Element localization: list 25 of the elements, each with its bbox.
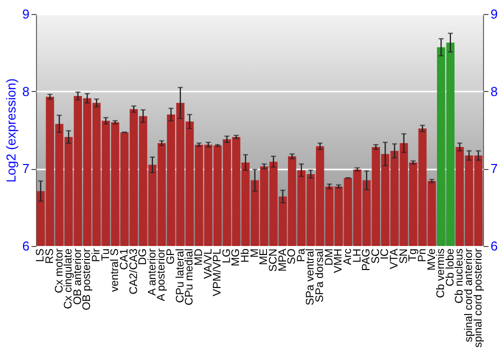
x-tick-label: GP: [165, 248, 178, 264]
x-tick-label: LG: [220, 248, 233, 264]
x-tick-label: OB anterior: [72, 248, 84, 305]
y-tick-label: 9: [22, 6, 30, 22]
x-tick-label: Cb nucleus: [454, 248, 466, 304]
y2-tick-label: 7: [490, 161, 498, 176]
x-tick-label: SC: [370, 248, 382, 264]
y-tick-label: 6: [22, 238, 30, 254]
y-axis-title: Log2 (expression): [3, 78, 18, 183]
x-tick-label: MVe: [426, 248, 438, 271]
x-tick-label: Pir: [90, 248, 103, 262]
y-tick-label: 8: [22, 84, 30, 99]
x-tick-label: CA1: [118, 248, 130, 270]
x-tick-label: Cb lobe: [444, 248, 456, 286]
x-tick-label: IC: [379, 248, 392, 260]
x-tick-label: Tg: [407, 248, 420, 262]
x-tick-label: A posterior: [156, 248, 168, 302]
x-tick-label: SN: [398, 248, 410, 264]
y2-tick-label: 6: [490, 238, 498, 254]
y2-tick-label: 9: [490, 6, 498, 22]
x-tick-label: RS: [44, 248, 56, 264]
y-tick-label: 7: [22, 161, 30, 176]
y2-tick-label: 8: [490, 84, 498, 99]
x-tick-label: OB posterior: [81, 248, 94, 310]
x-tick-label: SCN: [267, 248, 280, 272]
